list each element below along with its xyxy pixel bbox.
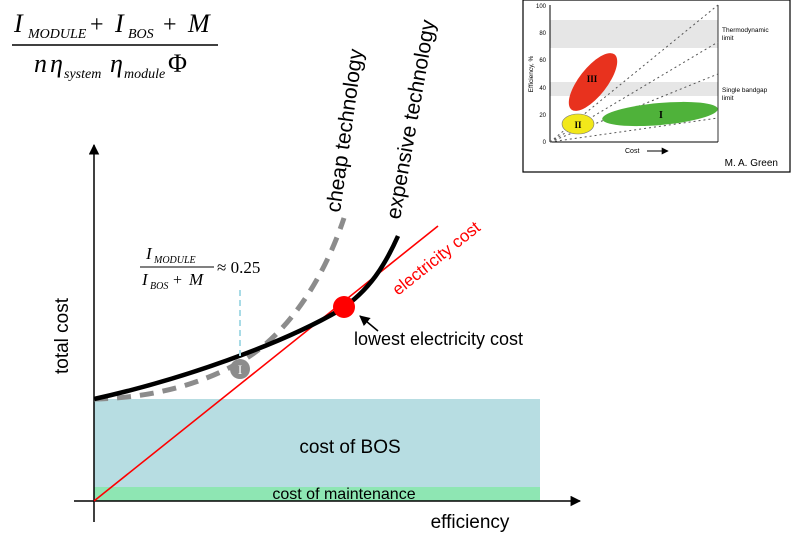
- inset-credit: M. A. Green: [725, 158, 778, 169]
- inset-ray-4: [549, 117, 719, 143]
- formula-sub-bos: BOS: [128, 27, 154, 42]
- cheap-tech-marker-label: I: [238, 362, 242, 377]
- maintenance-label: cost of maintenance: [272, 486, 415, 503]
- inset-region-III-label: III: [587, 74, 598, 84]
- ratio-approx-value: ≈ 0.25: [217, 258, 260, 277]
- bos-label: cost of BOS: [299, 437, 400, 458]
- inset-bandgap-label-1: Single bandgap: [722, 87, 768, 94]
- ratio-plus: +: [173, 272, 182, 289]
- maintenance-cost-region: [94, 487, 540, 501]
- inset-region-I-label: I: [659, 110, 663, 121]
- lowest-cost-label: lowest electricity cost: [354, 329, 523, 349]
- ratio-M: M: [188, 270, 204, 289]
- formula-plus-1: +: [90, 12, 104, 38]
- lowest-cost-point: [333, 296, 355, 318]
- formula-I-bos: I: [114, 9, 125, 38]
- inset-region-I: [602, 101, 718, 127]
- y-axis-label: total cost: [52, 297, 73, 374]
- formula-I-module: I: [13, 9, 24, 38]
- ratio-I-module: I: [145, 244, 153, 263]
- inset-x-label: Cost: [625, 148, 639, 155]
- inset-tick-80: 80: [539, 31, 546, 37]
- formula-sub-module-den: module: [124, 67, 165, 82]
- efficiency-cost-inset: III II I 100 80 60 40 20 0 Efficiency, %…: [522, 0, 791, 173]
- inset-tick-40: 40: [539, 86, 546, 92]
- cheap-technology-curve: [93, 217, 347, 402]
- bos-cost-region: [94, 399, 540, 487]
- lowest-cost-arrow: [359, 315, 379, 332]
- electricity-cost-label: electricity cost: [389, 218, 484, 300]
- ratio-sub-bos: BOS: [150, 281, 168, 292]
- inset-tick-60: 60: [539, 58, 546, 64]
- formula-eta-system: η: [50, 49, 63, 78]
- formula-sub-system: system: [64, 67, 101, 82]
- formula-eta-module: η: [110, 49, 123, 78]
- inset-thermo-label-2: limit: [722, 35, 734, 42]
- ratio-sub-module: MODULE: [153, 255, 196, 266]
- expensive-technology-label: expensive technology: [382, 17, 440, 220]
- formula-sub-module: MODULE: [27, 27, 87, 42]
- inset-bandgap-label-2: limit: [722, 95, 734, 102]
- formula-n: n: [34, 49, 47, 78]
- formula-phi: Φ: [168, 49, 187, 78]
- inset-tick-20: 20: [539, 113, 546, 119]
- inset-tick-100: 100: [536, 4, 547, 10]
- x-axis-label: efficiency: [431, 512, 510, 533]
- inset-tick-0: 0: [543, 140, 547, 146]
- cheap-technology-label: cheap technology: [322, 47, 368, 214]
- formula-plus-2: +: [163, 12, 177, 38]
- inset-region-II: [561, 113, 595, 135]
- cost-formula: I MODULE + I BOS + M n η system η module…: [12, 9, 218, 82]
- inset-thermodynamic-band: [550, 20, 718, 48]
- inset-region-III: [568, 53, 618, 111]
- formula-M: M: [187, 9, 211, 38]
- cheap-tech-marker: [230, 359, 250, 379]
- inset-region-II-label: II: [574, 120, 582, 130]
- expensive-technology-curve: [93, 235, 401, 402]
- ratio-I-bos: I: [141, 270, 149, 289]
- module-ratio-annotation: I MODULE I BOS + M ≈ 0.25: [140, 244, 260, 292]
- inset-y-label: Efficiency, %: [528, 55, 535, 92]
- inset-thermo-label-1: Thermodynamic: [722, 27, 769, 34]
